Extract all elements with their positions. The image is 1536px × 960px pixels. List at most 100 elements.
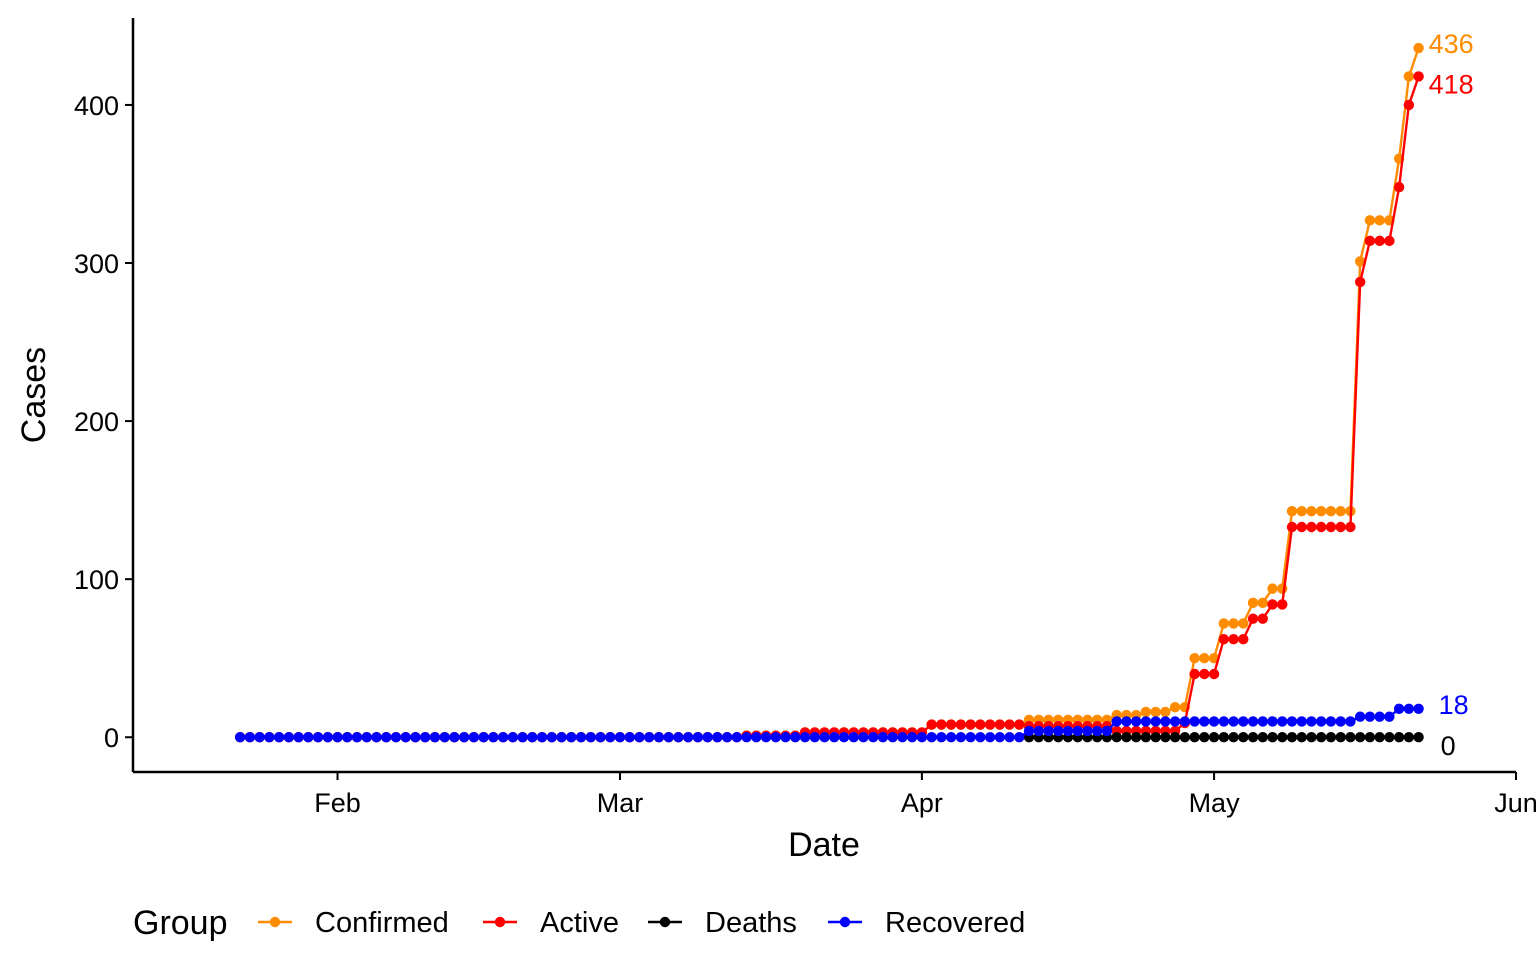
data-point [1150, 706, 1161, 718]
data-point [1364, 711, 1376, 722]
data-point [1296, 732, 1307, 743]
data-point [1179, 716, 1191, 727]
data-point [1403, 703, 1415, 714]
legend-item-deaths: Deaths [648, 907, 797, 939]
data-point [1082, 725, 1093, 737]
data-point [877, 732, 889, 743]
series-confirmed: 436 [234, 29, 1474, 743]
data-point [1228, 618, 1239, 629]
data-point [527, 732, 538, 743]
x-tick-label: Feb [314, 788, 361, 818]
data-point [1374, 235, 1385, 247]
data-point [488, 732, 499, 743]
data-point [1296, 716, 1307, 727]
data-point [1160, 716, 1171, 727]
data-point [1189, 652, 1200, 664]
data-point [1257, 732, 1268, 743]
data-point [721, 732, 733, 743]
data-point [1023, 725, 1035, 737]
data-point [517, 732, 528, 743]
data-point [760, 732, 772, 743]
data-point [1354, 276, 1366, 288]
data-point [780, 732, 791, 743]
data-point [1354, 711, 1366, 722]
data-point [1179, 732, 1191, 743]
data-point [1306, 505, 1317, 517]
data-point [1374, 732, 1385, 743]
data-point [1238, 634, 1249, 645]
data-point [1354, 256, 1366, 267]
data-point [458, 732, 470, 743]
legend-label: Confirmed [315, 907, 449, 939]
data-point [1228, 732, 1239, 743]
y-tick-label: 100 [74, 565, 119, 595]
data-point [1403, 99, 1415, 111]
data-point [692, 732, 704, 743]
x-tick-label: Mar [597, 788, 644, 818]
data-point [468, 732, 480, 743]
data-point [809, 732, 820, 743]
data-point [916, 732, 928, 743]
data-point [984, 719, 996, 730]
data-point [1218, 716, 1230, 727]
data-point [897, 732, 908, 743]
data-point [1218, 732, 1230, 743]
data-point [1364, 732, 1376, 743]
data-point [712, 732, 723, 743]
data-point [1286, 716, 1298, 727]
data-point [770, 732, 782, 743]
data-point [1208, 668, 1220, 680]
data-point [1228, 716, 1239, 727]
data-point [1374, 711, 1385, 722]
data-point [478, 732, 489, 743]
data-point [965, 719, 976, 730]
legend-key-point [494, 916, 506, 928]
data-point [1150, 732, 1161, 743]
data-point [614, 732, 626, 743]
legend-label: Active [540, 907, 619, 939]
data-point [1199, 652, 1210, 664]
data-point [1169, 732, 1181, 743]
data-point [936, 719, 947, 730]
y-tick-label: 0 [104, 723, 119, 753]
data-point [1384, 711, 1395, 722]
data-point [1354, 732, 1366, 743]
data-point [429, 732, 441, 743]
data-point [1111, 732, 1122, 743]
data-point [1189, 732, 1200, 743]
data-point [1169, 701, 1181, 713]
data-point [575, 732, 587, 743]
data-point [945, 719, 957, 730]
data-point [1257, 613, 1268, 624]
y-tick-label: 200 [74, 407, 119, 437]
data-point [1014, 719, 1025, 730]
data-point [926, 732, 937, 743]
y-axis-ticks: 0 100 200 300 400 [74, 91, 133, 753]
data-point [848, 732, 859, 743]
data-point [1247, 597, 1259, 609]
data-point [1286, 505, 1298, 517]
data-point [1345, 732, 1356, 743]
data-point [741, 732, 752, 743]
legend-item-confirmed: Confirmed [258, 907, 449, 939]
data-point [419, 732, 431, 743]
data-point [507, 732, 519, 743]
data-point [1277, 732, 1288, 743]
data-point [1160, 706, 1171, 718]
data-point [585, 732, 596, 743]
legend-item-active: Active [483, 907, 619, 939]
data-point [605, 732, 616, 743]
data-point [653, 732, 665, 743]
data-point [342, 732, 353, 743]
data-point [439, 732, 450, 743]
legend-item-recovered: Recovered [828, 907, 1025, 939]
data-point [1092, 725, 1103, 737]
data-point [1238, 716, 1249, 727]
data-point [819, 732, 830, 743]
data-point [1160, 732, 1171, 743]
data-point [1053, 725, 1064, 737]
data-point [1325, 521, 1337, 533]
data-point [1140, 716, 1152, 727]
data-point [595, 732, 606, 743]
legend-key-point [659, 916, 671, 928]
